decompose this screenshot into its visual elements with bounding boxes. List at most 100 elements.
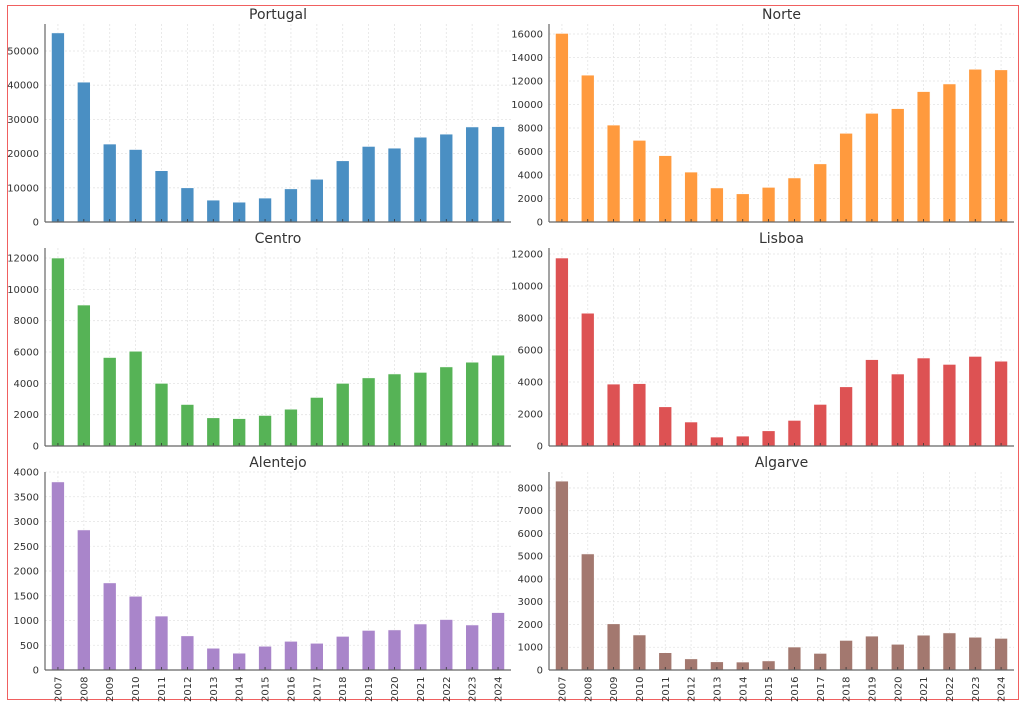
- bar-2020: [387, 373, 402, 447]
- x-tick-label: 2019: [364, 677, 375, 702]
- y-tick-label: 0: [537, 218, 543, 229]
- bar-2009: [606, 124, 621, 223]
- y-tick-label: 7000: [518, 506, 543, 517]
- bar-2009: [606, 383, 621, 447]
- x-tick-label: 2015: [261, 677, 272, 702]
- x-tick-label: 2009: [105, 677, 116, 702]
- y-tick-label: 6000: [14, 348, 39, 359]
- bar-2018: [839, 132, 853, 223]
- bar-2018: [335, 636, 350, 671]
- x-tick-label: 2016: [286, 677, 297, 702]
- y-tick-label: 4000: [518, 574, 543, 585]
- y-tick-label: 3000: [518, 597, 543, 608]
- bar-2018: [839, 386, 853, 447]
- bar-2014: [232, 418, 246, 447]
- x-tick-label: 2011: [661, 677, 672, 702]
- x-tick-label: 2022: [442, 677, 453, 702]
- panel-alentejo: 0 500 1000 1500 2000 2500 3000 3500 4000 2007 2008…: [14, 455, 511, 702]
- y-tick-label: 6000: [518, 346, 543, 357]
- y-tick-label: 2000: [14, 410, 39, 421]
- x-tick-label: 2020: [390, 677, 401, 702]
- bar-2010: [128, 350, 143, 447]
- bar-2024: [994, 638, 1008, 671]
- bar-2015: [761, 187, 776, 223]
- x-tick-label: 2017: [312, 677, 323, 702]
- y-tick-label: 10000: [7, 285, 39, 296]
- bar-2010: [128, 595, 143, 671]
- bar-2012: [684, 421, 698, 447]
- bar-2019: [865, 113, 879, 223]
- bar-2017: [310, 397, 324, 447]
- bar-2023: [968, 636, 983, 671]
- y-tick-label: 1000: [14, 616, 39, 627]
- bar-2012: [180, 187, 195, 223]
- bar-2009: [102, 582, 117, 671]
- y-tick-label: 2000: [518, 194, 543, 205]
- bar-2021: [413, 136, 428, 223]
- bar-2019: [865, 635, 879, 671]
- bar-2008: [580, 553, 595, 671]
- bar-2019: [361, 377, 376, 447]
- y-tick-label: 5000: [518, 552, 543, 563]
- bar-2020: [890, 643, 905, 671]
- bar-2020: [890, 373, 905, 447]
- bar-2023: [465, 126, 479, 223]
- bar-2022: [439, 133, 454, 223]
- x-tick-label: 2012: [183, 677, 194, 702]
- bar-2015: [258, 645, 272, 671]
- bar-2018: [335, 383, 350, 447]
- figure-frame: [7, 5, 1019, 700]
- y-tick-label: 16000: [511, 29, 543, 40]
- x-tick-label: 2007: [53, 677, 64, 702]
- x-tick-label: 2017: [816, 677, 827, 702]
- bar-2017: [813, 404, 828, 447]
- x-tick-label: 2024: [494, 677, 505, 702]
- y-tick-label: 40000: [7, 81, 39, 92]
- bar-2011: [154, 383, 169, 447]
- bar-2020: [387, 147, 402, 223]
- y-tick-label: 1000: [518, 643, 543, 654]
- y-tick-label: 0: [537, 442, 543, 453]
- bar-2022: [942, 632, 957, 671]
- bar-2008: [580, 74, 595, 223]
- y-tick-label: 10000: [511, 282, 543, 293]
- y-tick-label: 1500: [14, 591, 39, 602]
- x-tick-label: 2010: [635, 677, 646, 702]
- y-tick-label: 10000: [7, 183, 39, 194]
- bar-2023: [968, 68, 983, 223]
- bar-2024: [994, 360, 1008, 447]
- bar-2023: [465, 361, 479, 447]
- y-tick-label: 3500: [14, 492, 39, 503]
- bar-2007: [555, 257, 569, 447]
- panel-title: Lisboa: [759, 231, 804, 247]
- y-tick-label: 3000: [14, 517, 39, 528]
- bar-2008: [77, 304, 91, 447]
- panel-title: Algarve: [755, 455, 809, 471]
- bar-2017: [813, 163, 828, 223]
- bar-2007: [51, 481, 65, 671]
- x-tick-label: 2020: [893, 677, 904, 702]
- x-tick-label: 2021: [416, 677, 427, 702]
- bar-2019: [361, 146, 376, 223]
- x-tick-label: 2024: [997, 677, 1008, 702]
- y-tick-label: 0: [33, 218, 39, 229]
- x-tick-label: 2012: [687, 677, 698, 702]
- bar-2016: [787, 420, 802, 447]
- bar-2018: [839, 640, 853, 671]
- bar-2011: [154, 170, 169, 223]
- x-tick-label: 2014: [738, 677, 749, 702]
- bar-2011: [154, 615, 169, 671]
- x-tick-label: 2013: [712, 677, 723, 702]
- bar-2024: [491, 612, 505, 671]
- x-tick-label: 2007: [557, 677, 568, 702]
- bar-2015: [258, 415, 272, 447]
- bar-2013: [206, 199, 221, 223]
- bar-2010: [632, 383, 647, 447]
- bar-2019: [865, 359, 879, 447]
- bar-2007: [51, 32, 65, 223]
- bar-2020: [890, 108, 905, 223]
- x-tick-label: 2013: [209, 677, 220, 702]
- x-tick-label: 2019: [867, 677, 878, 702]
- bar-2019: [361, 630, 376, 671]
- y-tick-label: 2000: [518, 410, 543, 421]
